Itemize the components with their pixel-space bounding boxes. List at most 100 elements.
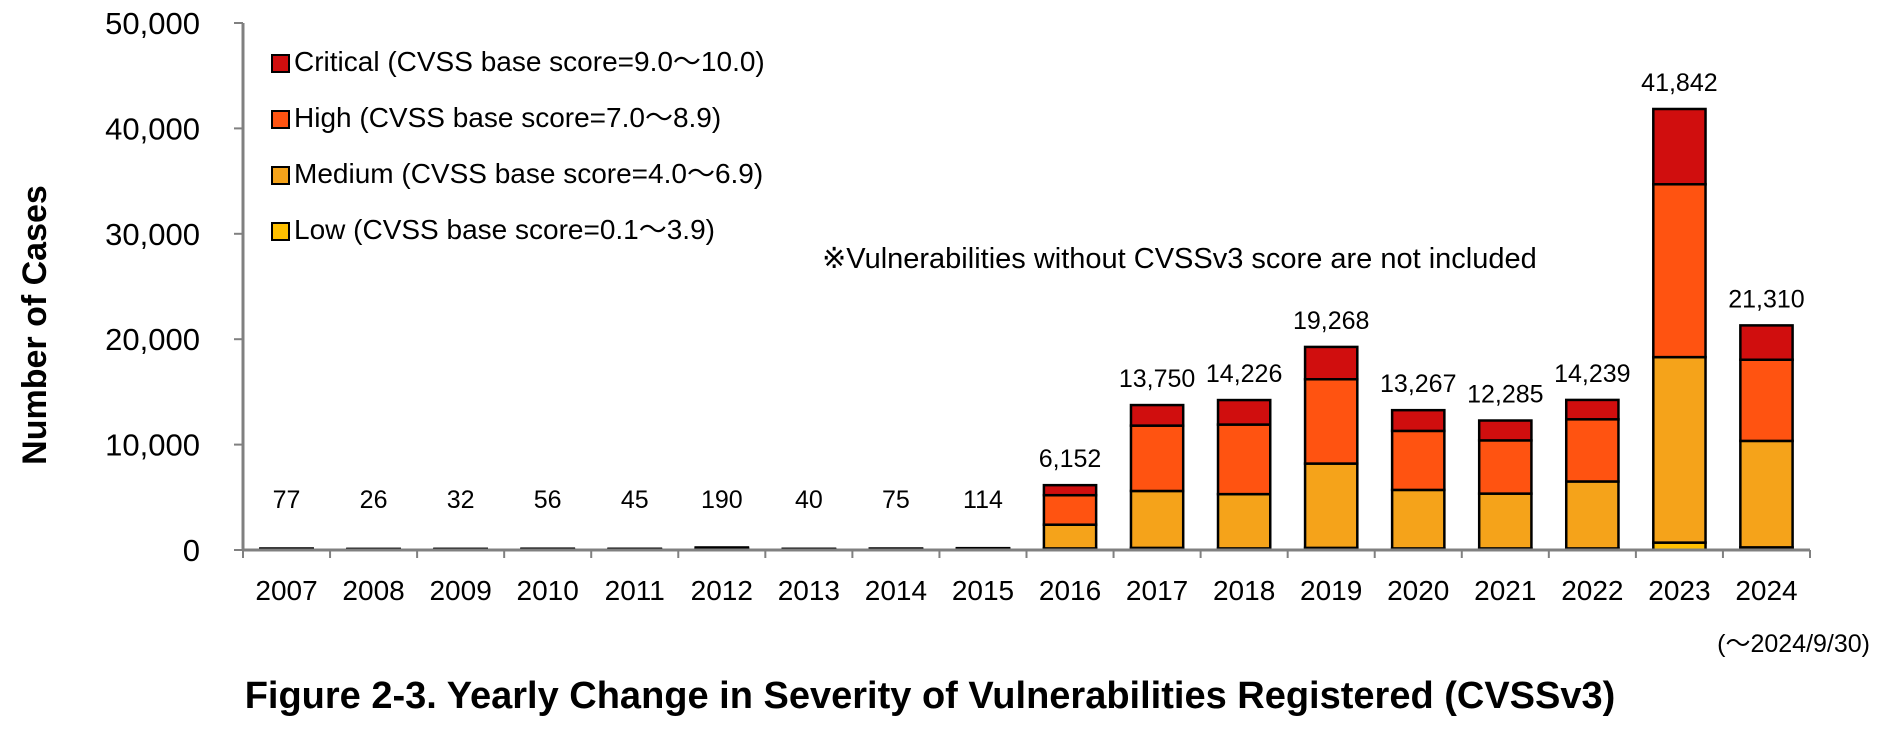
x-tick-label: 2022 bbox=[1561, 575, 1623, 606]
note-annotation: ※Vulnerabilities without CVSSv3 score ar… bbox=[822, 243, 1537, 275]
bar-segment bbox=[1216, 423, 1272, 496]
bar-segment bbox=[1477, 492, 1533, 550]
total-label: 6,152 bbox=[1039, 445, 1102, 473]
bar-segment bbox=[1477, 439, 1533, 495]
total-label: 114 bbox=[963, 486, 1003, 514]
legend-swatch bbox=[271, 222, 290, 241]
total-label: 41,842 bbox=[1641, 69, 1717, 97]
legend-label: Medium (CVSS base score=4.0～6.9) bbox=[294, 158, 763, 189]
y-tick-label: 0 bbox=[183, 533, 200, 568]
bar-segment bbox=[1739, 439, 1794, 549]
bar-segment bbox=[1216, 492, 1272, 550]
total-label: 13,267 bbox=[1380, 370, 1456, 398]
bar-segment bbox=[1477, 419, 1533, 442]
x-tick-label: 2015 bbox=[952, 575, 1014, 606]
legend-swatch bbox=[271, 166, 290, 185]
total-label: 77 bbox=[273, 486, 301, 514]
chart-title: Figure 2-3. Yearly Change in Severity of… bbox=[245, 675, 1616, 717]
x-tick-label: 2019 bbox=[1300, 575, 1362, 606]
bar-stack-2024: 21,310 bbox=[1728, 285, 1805, 552]
bar-stack-2011: 45 bbox=[607, 486, 663, 552]
axis-layer: 2007 2008 2009 2010 2011 2012 2013 2014 2015 2016… bbox=[105, 6, 1811, 606]
total-label: 21,310 bbox=[1728, 285, 1804, 313]
total-label: 14,226 bbox=[1206, 360, 1282, 388]
legend-item: Critical (CVSS base score=9.0～10.0) bbox=[271, 46, 765, 77]
total-label: 13,750 bbox=[1119, 365, 1195, 393]
y-axis-title: Number of Cases bbox=[16, 185, 54, 465]
x-tick-label: 2007 bbox=[255, 575, 317, 606]
total-label: 32 bbox=[447, 486, 475, 514]
bar-segment bbox=[1303, 345, 1359, 381]
bar-segment bbox=[1739, 324, 1794, 362]
bar-stack-2010: 56 bbox=[520, 486, 576, 552]
y-tick-label: 20,000 bbox=[105, 322, 200, 357]
bar-segment bbox=[1303, 462, 1359, 550]
bar-segment bbox=[1303, 378, 1359, 465]
bar-stack-2008: 26 bbox=[346, 486, 401, 552]
total-label: 40 bbox=[795, 486, 823, 514]
bar-stack-2007: 77 bbox=[259, 486, 314, 552]
bar-stack-2020: 13,267 bbox=[1380, 370, 1456, 552]
x-tick-label: 2018 bbox=[1213, 575, 1275, 606]
bar-segment bbox=[1042, 483, 1098, 497]
x-tick-label: 2014 bbox=[865, 575, 927, 606]
legend-item: Medium (CVSS base score=4.0～6.9) bbox=[271, 158, 763, 189]
total-label: 26 bbox=[360, 486, 388, 514]
bars-layer: 77 26 32 56 45 190 40 75 114 6,152 13,750 14,226 19,… bbox=[259, 69, 1805, 552]
bar-segment bbox=[1652, 183, 1707, 359]
period-annotation: (～2024/9/30) bbox=[1717, 630, 1870, 658]
total-label: 14,239 bbox=[1554, 360, 1630, 388]
bar-stack-2021: 12,285 bbox=[1467, 381, 1544, 552]
bar-stack-2016: 6,152 bbox=[1039, 445, 1102, 552]
total-label: 19,268 bbox=[1293, 307, 1369, 335]
bar-segment bbox=[1129, 403, 1185, 427]
legend: Critical (CVSS base score=9.0～10.0) High … bbox=[271, 46, 765, 245]
y-tick-label: 10,000 bbox=[105, 428, 200, 463]
total-label: 75 bbox=[882, 486, 910, 514]
legend-label: High (CVSS base score=7.0～8.9) bbox=[294, 102, 721, 133]
x-tick-label: 2024 bbox=[1735, 575, 1797, 606]
y-tick-label: 30,000 bbox=[105, 217, 200, 252]
bar-stack-2014: 75 bbox=[868, 486, 924, 552]
x-tick-label: 2012 bbox=[691, 575, 753, 606]
bar-segment bbox=[1390, 429, 1446, 492]
bar-segment bbox=[1390, 408, 1446, 433]
legend-swatch bbox=[271, 110, 290, 129]
total-label: 190 bbox=[701, 486, 743, 514]
total-label: 12,285 bbox=[1467, 381, 1543, 409]
x-tick-label: 2020 bbox=[1387, 575, 1449, 606]
bar-segment bbox=[1216, 398, 1272, 426]
bar-stack-2013: 40 bbox=[781, 486, 837, 552]
legend-item: High (CVSS base score=7.0～8.9) bbox=[271, 102, 721, 133]
x-tick-label: 2021 bbox=[1474, 575, 1536, 606]
legend-swatch bbox=[271, 54, 290, 73]
x-tick-label: 2009 bbox=[429, 575, 491, 606]
legend-label: Low (CVSS base score=0.1～3.9) bbox=[294, 214, 715, 245]
bar-segment bbox=[1042, 523, 1098, 550]
bar-segment bbox=[1564, 480, 1620, 550]
x-tick-label: 2013 bbox=[778, 575, 840, 606]
bar-segment bbox=[1652, 107, 1707, 186]
bar-segment bbox=[1129, 489, 1185, 550]
bar-segment bbox=[1129, 424, 1185, 493]
x-tick-label: 2011 bbox=[605, 575, 665, 606]
bar-segment bbox=[1390, 488, 1446, 550]
bar-segment bbox=[1652, 355, 1707, 544]
bar-stack-2023: 41,842 bbox=[1641, 69, 1718, 552]
bar-segment bbox=[1564, 418, 1620, 483]
bar-stack-2022: 14,239 bbox=[1554, 360, 1631, 552]
x-tick-label: 2008 bbox=[342, 575, 404, 606]
legend-item: Low (CVSS base score=0.1～3.9) bbox=[271, 214, 715, 245]
total-label: 45 bbox=[621, 486, 649, 514]
bar-stack-2018: 14,226 bbox=[1206, 360, 1282, 552]
x-tick-label: 2023 bbox=[1648, 575, 1710, 606]
bar-stack-2009: 32 bbox=[433, 486, 488, 552]
bar-segment bbox=[1564, 398, 1620, 421]
x-tick-label: 2010 bbox=[517, 575, 579, 606]
bar-segment bbox=[1042, 493, 1098, 526]
y-tick-label: 50,000 bbox=[105, 6, 200, 41]
bar-segment bbox=[1739, 358, 1794, 443]
legend-label: Critical (CVSS base score=9.0～10.0) bbox=[294, 46, 765, 77]
y-tick-label: 40,000 bbox=[105, 111, 200, 146]
